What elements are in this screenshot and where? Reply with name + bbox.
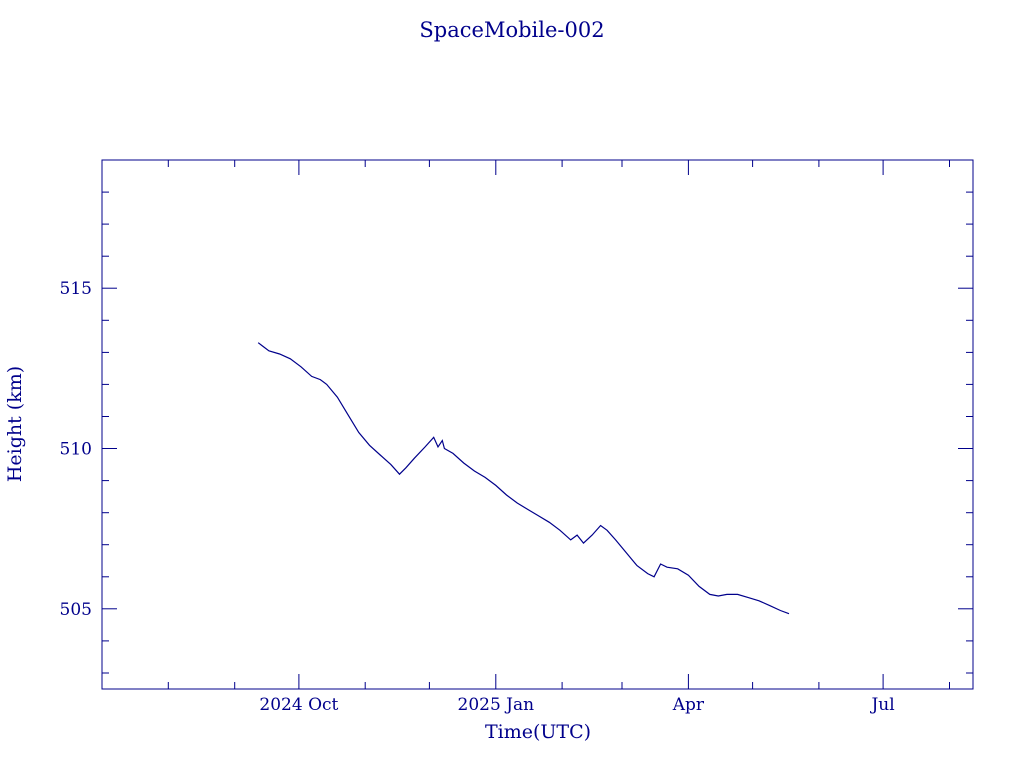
x-tick-label: Jul — [869, 695, 894, 715]
series-line-height — [257, 342, 790, 615]
x-axis-label: Time(UTC) — [485, 721, 591, 743]
series-layer — [257, 342, 790, 615]
y-tick-label: 515 — [60, 279, 92, 299]
x-tick-label: 2025 Jan — [458, 695, 535, 715]
x-tick-label: 2024 Oct — [259, 695, 338, 715]
x-tick-label: Apr — [672, 695, 705, 715]
x-axis-ticks: 2024 Oct 2025 Jan Apr Jul — [167, 160, 950, 715]
y-tick-label: 505 — [60, 600, 92, 620]
y-tick-label: 510 — [60, 440, 92, 460]
y-axis-label: Height (km) — [4, 366, 26, 482]
plot-frame — [101, 159, 974, 690]
chart-title: SpaceMobile-002 — [419, 18, 604, 42]
y-axis-ticks: 505 510 515 — [60, 159, 973, 674]
